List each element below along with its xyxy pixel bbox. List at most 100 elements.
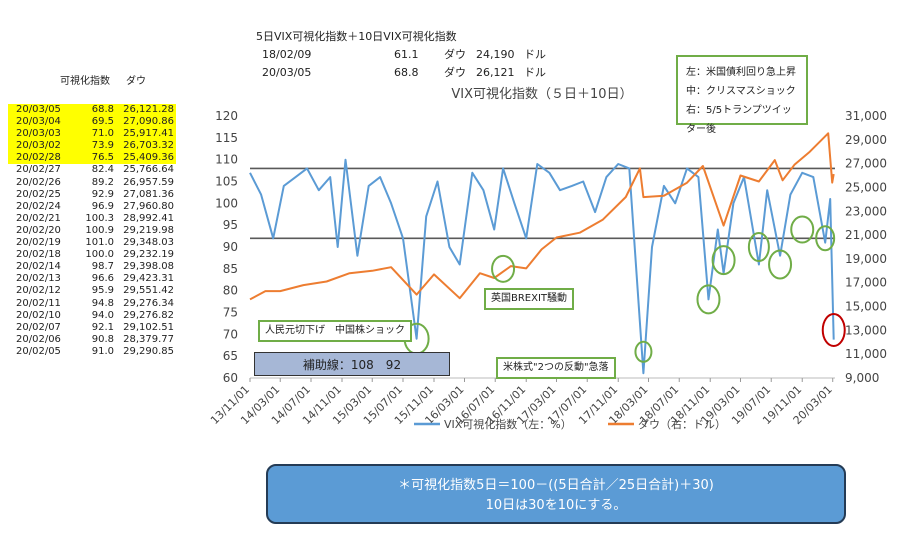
table-row: 20/02/11 94.8 29,276.34 [8,298,176,310]
table-cell-vix: 69.5 [91,116,114,128]
data-table: 可視化指数 ダウ 20/03/05 68.8 26,121.28 20/03/04 69… [8,76,176,358]
table-cell-vix: 94.0 [91,309,114,321]
circle-us-stock [634,340,653,363]
series-layer [249,132,835,375]
circle-left [696,284,721,315]
table-cell-dow: 25,917.41 [123,128,174,140]
header-row-unit: ドル [524,48,546,61]
table-cell-dow: 27,090.86 [123,116,174,128]
table-cell-dow: 29,219.98 [123,224,174,236]
callout-china: 人民元切下げ 中国株ショック [258,320,412,342]
table-row: 20/02/14 98.7 29,398.08 [8,261,176,273]
table-col-vix: 可視化指数 [60,76,110,87]
circle-legend-right: 右：5/5トランプツイッター後 [686,105,792,135]
y-right-tick-label: 29,000 [845,133,887,147]
table-header: 可視化指数 ダウ [60,72,146,87]
table-cell-dow: 27,081.36 [123,188,174,200]
table-cell-vix: 95.9 [91,285,114,297]
y-left-tick-label: 120 [215,109,238,123]
table-cell-dow: 25,409.36 [123,152,174,164]
table-cell-date: 20/03/03 [16,128,61,140]
table-rows: 20/03/05 68.8 26,121.28 20/03/04 69.5 27,090.… [8,104,176,358]
circle-mid [711,245,736,276]
table-row: 20/02/13 96.6 29,423.31 [8,273,176,285]
table-cell-date: 20/02/24 [16,200,61,212]
table-cell-date: 20/02/06 [16,333,61,345]
table-cell-date: 20/02/11 [16,297,61,309]
table-cell-vix: 92.9 [91,188,114,200]
y-left-tick-label: 95 [223,218,238,232]
circle-right-4 [815,225,836,252]
header-row-1: 18/02/09 61.1 ダウ 24,190 ドル [262,46,546,62]
circle-current [821,312,846,347]
table-cell-dow: 29,102.51 [123,321,174,333]
table-cell-vix: 68.8 [91,104,114,115]
y-right-tick-label: 15,000 [845,300,887,314]
y-right-tick-label: 21,000 [845,228,887,242]
table-row: 20/02/05 91.0 29,290.85 [8,346,176,358]
table-cell-vix: 90.8 [91,333,114,345]
axis-layer: 60 65 70 75 80 85 90 95 100 105 110 115 120 9,000 11,0… [208,109,887,427]
table-cell-dow: 26,703.32 [123,140,174,152]
table-row: 20/03/03 71.0 25,917.41 [8,128,176,141]
dow-series-line [249,132,835,301]
table-cell-vix: 100.0 [85,249,114,261]
table-cell-vix: 96.9 [91,200,114,212]
y-right-tick-label: 27,000 [845,157,887,171]
y-left-tick-label: 60 [223,371,238,385]
chart-legend: VIX可視化指数（左：%） ダウ（右：ドル） [414,417,726,431]
table-row: 20/02/28 76.5 25,409.36 [8,152,176,165]
header-row-date: 20/03/05 [262,66,312,79]
table-cell-dow: 29,232.19 [123,249,174,261]
table-row: 20/02/21 100.3 28,992.41 [8,213,176,225]
table-cell-vix: 71.0 [91,128,114,140]
y-left-tick-label: 105 [215,175,238,189]
table-cell-vix: 73.9 [91,140,114,152]
y-left-tick-label: 100 [215,196,238,210]
header-row-2: 20/03/05 68.8 ダウ 26,121 ドル [262,64,546,80]
y-right-tick-label: 9,000 [845,371,879,385]
table-row: 20/02/20 100.9 29,219.98 [8,225,176,237]
circle-right-2 [768,249,793,280]
legend-dow-label: ダウ（右：ドル） [638,417,726,431]
table-row: 20/02/27 82.4 25,766.64 [8,164,176,176]
table-row: 20/02/07 92.1 29,102.51 [8,322,176,334]
y-right-tick-label: 11,000 [845,347,887,361]
table-row: 20/03/04 69.5 27,090.86 [8,116,176,129]
table-cell-vix: 96.6 [91,273,114,285]
y-right-tick-label: 25,000 [845,180,887,194]
table-cell-date: 20/02/07 [16,321,61,333]
table-cell-vix: 89.2 [91,176,114,188]
y-right-tick-label: 17,000 [845,276,887,290]
table-row: 20/02/19 101.0 29,348.03 [8,237,176,249]
table-cell-vix: 100.9 [85,224,114,236]
table-row: 20/02/26 89.2 26,957.59 [8,177,176,189]
table-col-dow: ダウ [126,76,146,87]
header-row-dow: 26,121 [476,66,515,79]
table-cell-date: 20/02/14 [16,261,61,273]
circle-legend-box: 左：米国債利回り急上昇 中：クリスマスショック 右：5/5トランプツイッター後 [676,55,808,135]
table-cell-date: 20/02/20 [16,224,61,236]
table-cell-date: 20/02/05 [16,345,61,357]
table-cell-dow: 29,348.03 [123,237,174,249]
table-cell-vix: 82.4 [91,164,114,176]
circle-brexit [491,254,516,283]
table-cell-dow: 29,276.82 [123,309,174,321]
table-cell-date: 20/02/27 [16,164,61,176]
table-cell-date: 20/02/28 [16,152,61,164]
header-row-unit: ドル [524,66,546,79]
table-row: 20/03/05 68.8 26,121.28 [8,104,176,117]
table-cell-date: 20/03/02 [16,140,61,152]
y-left-tick-label: 65 [223,349,238,363]
table-cell-dow: 25,766.64 [123,164,174,176]
formula-line-1: ＊可視化指数5日＝100－((5日合計／25日合計)＋30) [398,478,714,493]
y-left-tick-label: 80 [223,284,238,298]
aux-line-label: 補助線：108 92 [254,352,450,376]
header-row-dow: 24,190 [476,48,515,61]
table-cell-vix: 76.5 [91,152,114,164]
y-right-tick-label: 31,000 [845,109,887,123]
table-cell-dow: 29,551.42 [123,285,174,297]
table-cell-date: 20/02/21 [16,212,61,224]
y-left-tick-label: 70 [223,327,238,341]
y-left-tick-label: 75 [223,306,238,320]
